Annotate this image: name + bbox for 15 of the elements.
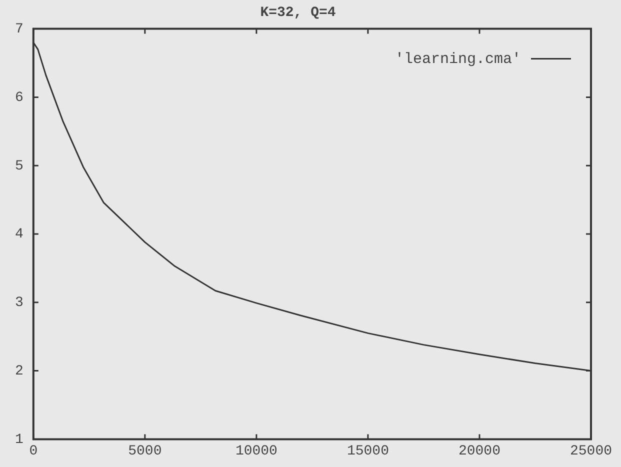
y-tick-label: 6 <box>14 90 24 106</box>
legend-label: 'learning.cma' <box>394 50 521 68</box>
y-tick-label: 1 <box>14 432 24 448</box>
x-tick-label: 5000 <box>128 443 162 460</box>
y-tick-label: 5 <box>14 158 24 174</box>
x-tick-label: 10000 <box>235 443 278 460</box>
y-tick-label: 4 <box>14 226 24 243</box>
y-tick-label: 3 <box>14 295 24 312</box>
y-tick-label: 2 <box>14 364 24 380</box>
x-tick-label: 15000 <box>346 443 389 460</box>
y-tick-label: 7 <box>14 22 24 38</box>
chart-title: K=32, Q=4 <box>260 4 336 21</box>
x-tick-label: 20000 <box>458 443 500 460</box>
x-tick-label: 25000 <box>570 443 612 460</box>
x-tick-label: 0 <box>29 443 38 460</box>
